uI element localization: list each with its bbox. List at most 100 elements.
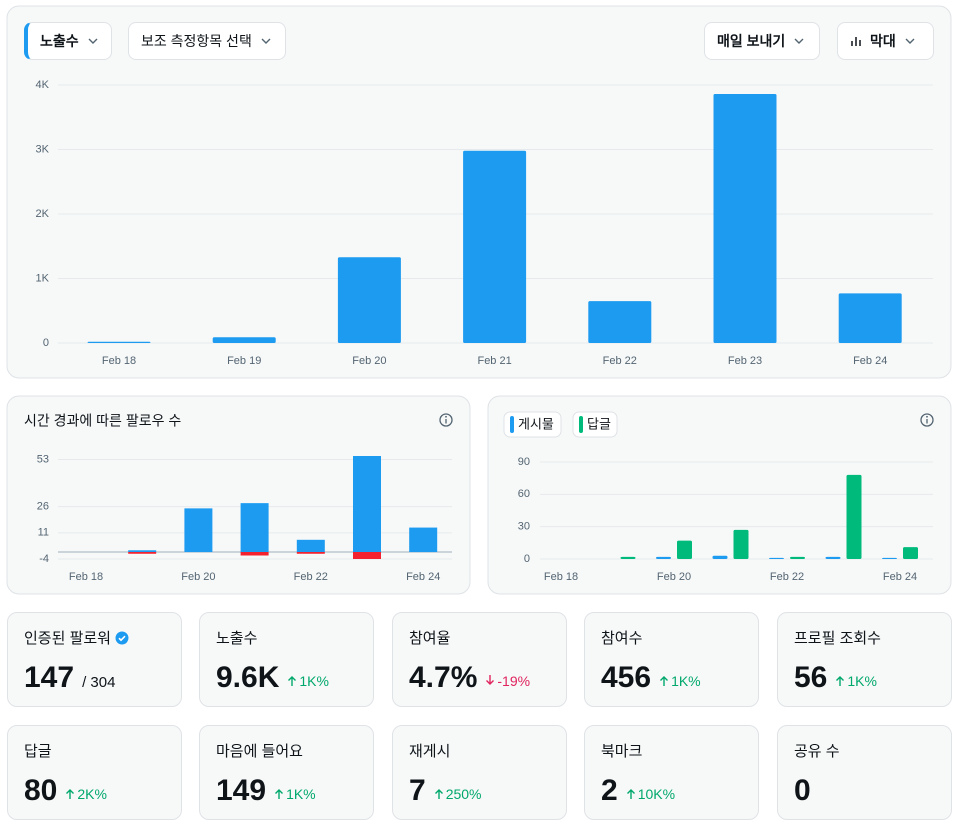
stat-value-row: 0 — [794, 774, 811, 808]
info-icon[interactable] — [439, 413, 453, 427]
stat-value: 7 — [409, 774, 426, 807]
chart-title: 시간 경과에 따른 팔로우 수 — [24, 413, 181, 429]
bar — [882, 557, 897, 559]
bar — [790, 556, 805, 559]
stat-label-text: 참여수 — [601, 630, 643, 647]
bar — [240, 503, 269, 553]
x-tick-label: Feb 22 — [603, 355, 637, 367]
bar — [846, 474, 862, 559]
legend-item — [503, 411, 562, 438]
stat-label-text: 노출수 — [216, 630, 258, 647]
stat-label: 인증된 팔로워 — [24, 627, 129, 648]
y-tick-label: 53 — [37, 453, 49, 465]
stat-label: 답글 — [24, 740, 52, 761]
secondary-label: 보조 측정항목 선택 — [141, 33, 252, 49]
bar — [620, 556, 636, 559]
info-icon[interactable] — [920, 413, 934, 427]
stat-value: 456 — [601, 661, 652, 694]
y-tick-label: 26 — [37, 501, 49, 513]
change-arrow — [486, 675, 495, 685]
stat-card: 참여수 456 1K% — [584, 612, 759, 707]
bar — [296, 552, 325, 554]
bar — [353, 552, 381, 559]
stat-card: 마음에 들어요 149 1K% — [199, 725, 374, 820]
stat-value-row: 9.6K 1K% — [216, 661, 329, 695]
stat-value: 56 — [794, 661, 828, 694]
y-tick-label: 4K — [36, 79, 50, 91]
stat-change: 1K% — [659, 673, 701, 689]
verified-badge — [115, 631, 129, 644]
bar — [212, 337, 276, 343]
bar — [296, 539, 325, 553]
y-tick-label: 11 — [38, 527, 49, 539]
stat-label: 참여율 — [409, 627, 450, 648]
x-tick-label: Feb 18 — [544, 571, 578, 583]
bar — [838, 293, 902, 343]
change-arrow — [66, 789, 75, 799]
bar — [713, 94, 777, 343]
stat-change-text: 1K% — [847, 672, 877, 689]
x-tick-label: Feb 18 — [69, 571, 103, 583]
chevron — [905, 38, 915, 44]
bar — [184, 508, 213, 553]
stat-label-text: 인증된 팔로워 — [24, 630, 111, 647]
stat-label-text: 공유 수 — [794, 743, 840, 760]
stat-label: 노출수 — [216, 627, 257, 648]
bar — [337, 257, 401, 343]
stat-value: 9.6K — [216, 661, 280, 694]
secondary-select[interactable]: 보조 측정항목 선택 — [128, 22, 286, 60]
bar — [128, 550, 157, 553]
stat-value: 80 — [24, 774, 58, 807]
bar — [656, 556, 671, 559]
metric-label: 노출수 — [40, 33, 79, 49]
stat-card: 노출수 9.6K 1K% — [199, 612, 374, 707]
x-tick-label: Feb 21 — [477, 355, 511, 367]
stat-change: -19% — [485, 673, 530, 689]
stat-label-text: 북마크 — [601, 743, 643, 760]
x-tick-label: Feb 22 — [770, 571, 804, 583]
chevron — [261, 38, 271, 44]
stat-label: 재게시 — [409, 740, 450, 761]
change-arrow — [275, 789, 284, 799]
bar — [588, 301, 652, 343]
x-tick-label: Feb 22 — [294, 571, 328, 583]
bar — [769, 557, 784, 559]
stat-value: 147 — [24, 661, 75, 694]
stat-change-text: 10K% — [637, 785, 676, 802]
stat-label: 북마크 — [601, 740, 642, 761]
bar — [128, 552, 157, 554]
stat-change-text: 1K% — [299, 672, 329, 689]
metric-select[interactable]: 노출수 — [24, 22, 112, 60]
change-arrow — [434, 789, 443, 799]
change-arrow — [836, 676, 845, 686]
stat-total: / 304 — [82, 674, 116, 691]
bar — [409, 527, 438, 553]
stat-change: 1K% — [835, 673, 877, 689]
stat-label-text: 프로필 조회수 — [794, 630, 881, 647]
stat-card: 프로필 조회수 56 1K% — [777, 612, 952, 707]
y-tick-label: 30 — [518, 521, 530, 533]
x-tick-label: Feb 20 — [352, 355, 386, 367]
stat-value-row: 456 1K% — [601, 661, 701, 695]
view-label: 막대 — [870, 33, 896, 49]
legend-swatch — [510, 416, 514, 433]
export-button[interactable]: 매일 보내기 — [704, 22, 820, 60]
stat-change: 10K% — [626, 786, 675, 802]
bar — [712, 555, 728, 559]
bar — [733, 529, 749, 559]
bar — [825, 556, 841, 559]
x-tick-label: Feb 24 — [883, 571, 917, 583]
change-arrow — [626, 789, 635, 799]
bar — [240, 552, 269, 556]
stat-value-row: 80 2K% — [24, 774, 107, 808]
x-tick-label: Feb 18 — [102, 355, 136, 367]
stat-change-text: 2K% — [77, 785, 107, 802]
stat-change: 250% — [434, 786, 482, 802]
bar — [353, 456, 381, 553]
y-tick-label: -4 — [39, 553, 49, 565]
view-select[interactable]: 막대 — [837, 22, 934, 60]
stat-card: 인증된 팔로워 147 / 304 — [7, 612, 182, 707]
stat-label-text: 참여율 — [409, 630, 451, 647]
export-label: 매일 보내기 — [717, 33, 786, 49]
